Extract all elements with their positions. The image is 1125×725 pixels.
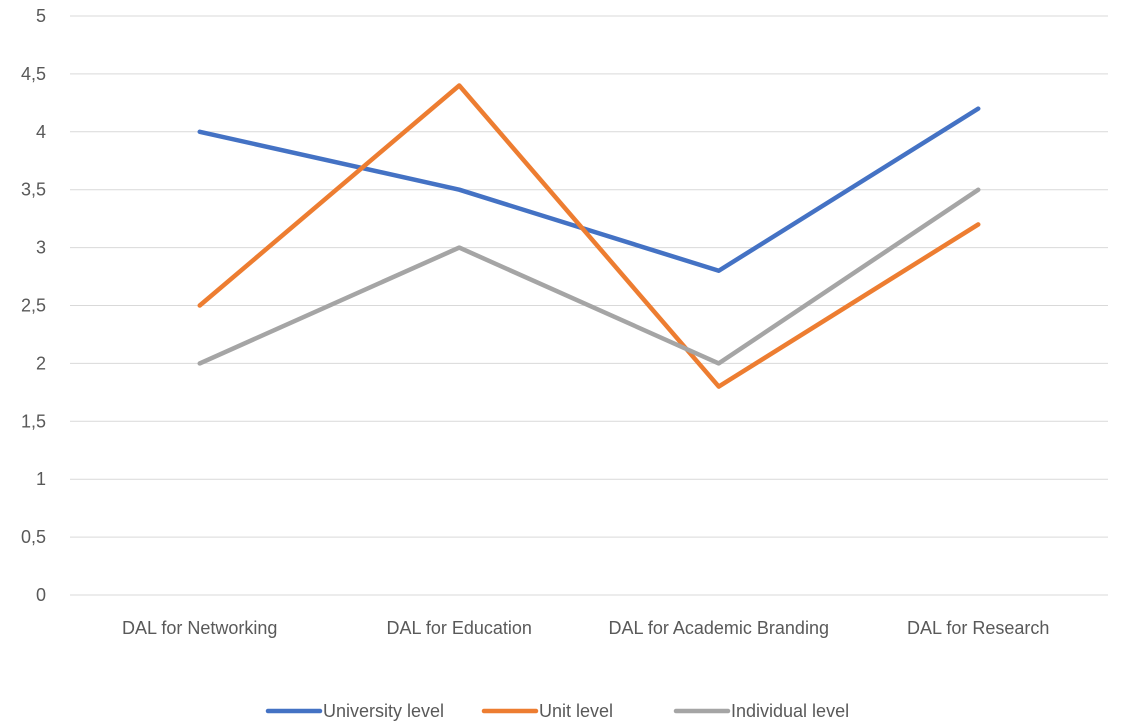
series-line-0: [197, 106, 981, 274]
y-tick-label: 2,5: [21, 296, 46, 316]
legend-label: Unit level: [539, 701, 613, 721]
x-axis-category-labels: DAL for Networking DAL for Education DAL f…: [122, 618, 1049, 638]
y-tick-label: 3,5: [21, 180, 46, 200]
series-lines: [197, 83, 981, 389]
y-tick-label: 5: [36, 6, 46, 26]
y-tick-label: 1: [36, 469, 46, 489]
series-line-1: [197, 83, 981, 389]
x-category-label: DAL for Education: [387, 618, 532, 638]
series-line-2: [197, 187, 981, 366]
y-axis-tick-labels: 0 0,5 1 1,5 2 2,5 3 3,5 4 4,5 5: [21, 6, 46, 605]
legend: University level Unit level Individual lev…: [265, 701, 849, 721]
y-tick-label: 0,5: [21, 527, 46, 547]
y-tick-label: 4: [36, 122, 46, 142]
y-tick-label: 1,5: [21, 411, 46, 431]
y-tick-label: 3: [36, 238, 46, 258]
x-category-label: DAL for Networking: [122, 618, 277, 638]
y-tick-label: 2: [36, 353, 46, 373]
legend-label: Individual level: [731, 701, 849, 721]
x-category-label: DAL for Research: [907, 618, 1049, 638]
y-tick-label: 4,5: [21, 64, 46, 84]
y-tick-label: 0: [36, 585, 46, 605]
x-category-label: DAL for Academic Branding: [609, 618, 829, 638]
legend-label: University level: [323, 701, 444, 721]
